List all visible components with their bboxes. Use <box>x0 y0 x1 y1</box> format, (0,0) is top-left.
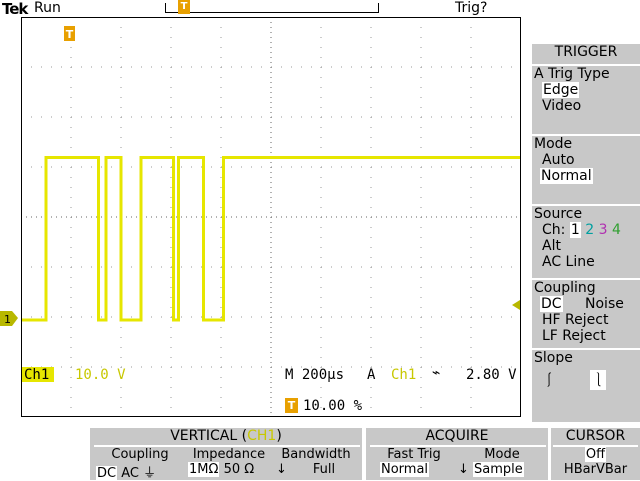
source-ch1[interactable]: 1 <box>569 222 581 238</box>
coupling-dc[interactable]: DC <box>540 296 563 312</box>
menu-title: TRIGGER <box>554 44 618 60</box>
rising-slope-icon[interactable]: ⎰ <box>542 373 556 389</box>
trigger-level-marker <box>512 300 520 310</box>
impedance-50[interactable]: 50 Ω <box>223 462 255 477</box>
trig-source: Ch1 <box>391 367 417 383</box>
ch1-trace <box>21 156 521 322</box>
cursor-off[interactable]: Off <box>584 447 607 462</box>
run-state: Run <box>34 0 61 16</box>
source-alt[interactable]: Alt <box>542 238 561 254</box>
ch1-ground-marker <box>0 311 18 326</box>
impedance-1m[interactable]: 1MΩ <box>188 462 220 477</box>
source-ac-line[interactable]: AC Line <box>542 254 595 270</box>
cursor-hbar[interactable]: HBar <box>563 462 596 477</box>
trigger-status: Trig? <box>455 0 488 16</box>
acquire-menu: ACQUIRE Fast Trig Normal Mode ↓ Sample <box>366 428 548 480</box>
trig-type-edge[interactable]: Edge <box>542 82 580 98</box>
ch1-scale: 10.0 V <box>75 367 126 383</box>
coupling-ac-bottom[interactable]: AC <box>121 466 139 481</box>
coupling-lf-reject[interactable]: LF Reject <box>542 328 606 344</box>
trig-source-prefix: A <box>367 367 376 383</box>
acquire-title: ACQUIRE <box>425 428 489 444</box>
svg-text:1: 1 <box>4 313 11 326</box>
trigger-side-menu: TRIGGER A Trig Type Edge Video Mode Auto… <box>532 44 640 422</box>
bandwidth-value: Full <box>312 462 336 477</box>
slope-section[interactable]: Slope ⎰ ⎱ <box>532 348 640 424</box>
vertical-title-ch: CH1 <box>247 428 277 444</box>
fast-trig-value[interactable]: Normal <box>380 462 430 477</box>
source-ch4[interactable]: 4 <box>611 222 621 238</box>
coupling-hf-reject[interactable]: HF Reject <box>542 312 609 328</box>
down-arrow-icon: ↓ <box>276 462 287 477</box>
source-ch2[interactable]: 2 <box>585 222 595 238</box>
trigger-position-marker: T <box>178 0 190 14</box>
trig-type-video[interactable]: Video <box>542 98 582 114</box>
source-ch3[interactable]: 3 <box>598 222 608 238</box>
vertical-menu: VERTICAL (CH1) Coupling DC AC ⏚ Impedanc… <box>90 428 362 481</box>
trigger-position-icon <box>64 26 75 41</box>
coupling-dc-bottom[interactable]: DC <box>96 466 118 481</box>
record-view-bar <box>165 3 379 13</box>
graticule-border <box>21 17 521 417</box>
mode-auto[interactable]: Auto <box>542 152 575 168</box>
vertical-title: VERTICAL ( <box>170 428 248 444</box>
source-ch-prefix: Ch: <box>542 222 566 238</box>
source-section[interactable]: Source Ch: 1 2 3 4 Alt AC Line <box>532 204 640 280</box>
down-arrow-icon: ↓ <box>458 462 469 477</box>
ground-icon: ⏚ <box>143 466 157 481</box>
ch1-badge <box>22 367 54 382</box>
trig-type-section[interactable]: A Trig Type Edge Video <box>532 64 640 134</box>
cursor-vbar[interactable]: VBar <box>595 462 628 477</box>
acquire-mode[interactable]: Mode ↓ Sample <box>458 445 546 477</box>
acquire-fast-trig[interactable]: Fast Trig Normal <box>370 445 458 477</box>
vertical-coupling[interactable]: Coupling DC AC ⏚ <box>94 445 186 481</box>
falling-edge-icon: ⌁ <box>432 365 441 381</box>
cursor-menu: CURSOR Off HBarVBar <box>551 428 640 480</box>
timebase: M 200µs <box>285 367 345 383</box>
brand-logo: Tek <box>2 0 28 18</box>
trigger-pos-icon: T <box>285 398 298 413</box>
vertical-impedance[interactable]: Impedance 1MΩ 50 Ω <box>186 445 272 477</box>
cursor-title: CURSOR <box>565 428 626 444</box>
vertical-bandwidth[interactable]: Bandwidth ↓ Full <box>272 445 360 477</box>
acquire-mode-value[interactable]: Sample <box>473 462 524 477</box>
waveform-display: T 1 <box>0 17 521 417</box>
coupling-section[interactable]: Coupling DC Noise HF Reject LF Reject <box>532 278 640 350</box>
cursor-options[interactable]: Off HBarVBar <box>553 445 638 477</box>
ch1-label: Ch1 <box>24 367 50 383</box>
coupling-noise[interactable]: Noise <box>585 296 624 312</box>
svg-text:T: T <box>66 28 74 41</box>
vertical-title-suffix: ) <box>276 428 282 444</box>
mode-normal[interactable]: Normal <box>540 168 593 184</box>
mode-section[interactable]: Mode Auto Normal <box>532 134 640 206</box>
trig-position: 10.00 % <box>303 398 363 414</box>
falling-slope-icon[interactable]: ⎱ <box>590 370 607 390</box>
trig-level: 2.80 V <box>466 367 517 383</box>
